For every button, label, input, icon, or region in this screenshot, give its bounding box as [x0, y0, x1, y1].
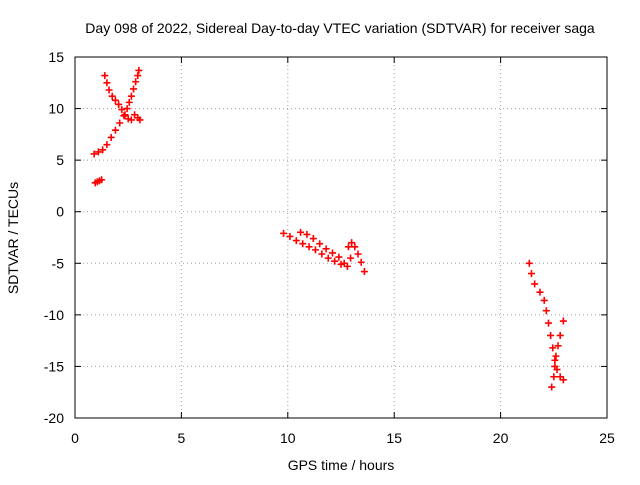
- data-point: [318, 250, 326, 258]
- data-point: [103, 79, 111, 87]
- data-point: [101, 72, 109, 80]
- data-point: [303, 230, 311, 238]
- data-point: [542, 307, 550, 315]
- data-point: [111, 96, 119, 104]
- data-point: [348, 239, 356, 247]
- data-point: [121, 111, 129, 119]
- x-tick-label: 10: [280, 430, 296, 446]
- data-point: [351, 243, 359, 251]
- data-point: [98, 176, 106, 184]
- data-point: [337, 260, 345, 268]
- x-tick-label: 20: [493, 430, 509, 446]
- data-point: [527, 270, 535, 278]
- data-point: [547, 331, 555, 339]
- data-point: [125, 98, 133, 106]
- plot-frame: [74, 56, 608, 419]
- x-tick-label: 15: [386, 430, 402, 446]
- data-point: [328, 249, 336, 257]
- chart-title: Day 098 of 2022, Sidereal Day-to-day VTE…: [85, 20, 595, 36]
- data-point: [525, 259, 533, 267]
- data-point: [360, 268, 368, 276]
- data-point: [297, 228, 305, 236]
- data-point: [552, 352, 560, 360]
- data-point: [136, 116, 144, 124]
- data-point: [280, 229, 288, 237]
- data-point: [540, 296, 548, 304]
- data-point: [554, 342, 562, 350]
- axis-ticks: 0 5 10 15 20 25 -20 -15 -10 -5 0 5 10 15: [44, 49, 615, 446]
- data-point: [347, 254, 355, 262]
- data-point: [115, 100, 123, 108]
- data-point: [559, 376, 567, 384]
- x-tick-label: 5: [178, 430, 186, 446]
- data-point: [120, 112, 128, 120]
- data-point: [544, 319, 552, 327]
- data-point: [132, 78, 140, 86]
- data-point: [90, 150, 98, 158]
- x-tick-label: 25: [599, 430, 615, 446]
- data-point: [99, 146, 107, 154]
- x-axis-label: GPS time / hours: [288, 457, 395, 473]
- data-point: [135, 66, 143, 74]
- data-point: [549, 344, 557, 352]
- data-point: [354, 250, 362, 258]
- y-tick-label: -20: [44, 410, 64, 426]
- y-tick-label: -15: [44, 358, 64, 374]
- data-point: [357, 258, 365, 266]
- y-tick-label: 0: [56, 204, 64, 220]
- data-point: [309, 235, 317, 243]
- data-point: [551, 362, 559, 370]
- data-point: [331, 257, 339, 265]
- data-point: [292, 237, 300, 245]
- y-tick-label: 5: [56, 152, 64, 168]
- data-point: [124, 115, 132, 123]
- data-point: [316, 240, 324, 248]
- y-axis-label: SDTVAR / TECUs: [5, 182, 21, 294]
- y-tick-label: 15: [48, 49, 64, 65]
- grid: [75, 57, 607, 418]
- data-point: [118, 106, 126, 114]
- data-point: [305, 243, 313, 251]
- data-point: [344, 243, 352, 251]
- data-point: [531, 280, 539, 288]
- data-point: [548, 383, 556, 391]
- data-point: [116, 119, 124, 127]
- data-point: [556, 331, 564, 339]
- data-point: [130, 85, 138, 93]
- data-points: [90, 66, 567, 391]
- data-point: [111, 126, 119, 134]
- data-point: [335, 253, 343, 261]
- data-point: [324, 254, 332, 262]
- data-point: [559, 317, 567, 325]
- data-point: [108, 92, 116, 100]
- x-tick-label: 0: [71, 430, 79, 446]
- data-point: [550, 373, 558, 381]
- data-point: [322, 245, 330, 253]
- data-point: [105, 86, 113, 94]
- data-point: [127, 116, 135, 124]
- data-point: [551, 356, 559, 364]
- data-point: [123, 105, 131, 113]
- data-point: [536, 288, 544, 296]
- y-tick-label: 10: [48, 101, 64, 117]
- data-point: [343, 262, 351, 270]
- data-point: [107, 133, 115, 141]
- data-point: [311, 246, 319, 254]
- data-point: [127, 92, 135, 100]
- data-point: [286, 232, 294, 240]
- data-point: [134, 72, 142, 80]
- y-tick-label: -5: [52, 255, 65, 271]
- data-point: [103, 141, 111, 149]
- y-tick-label: -10: [44, 307, 64, 323]
- data-point: [94, 148, 102, 156]
- data-point: [299, 240, 307, 248]
